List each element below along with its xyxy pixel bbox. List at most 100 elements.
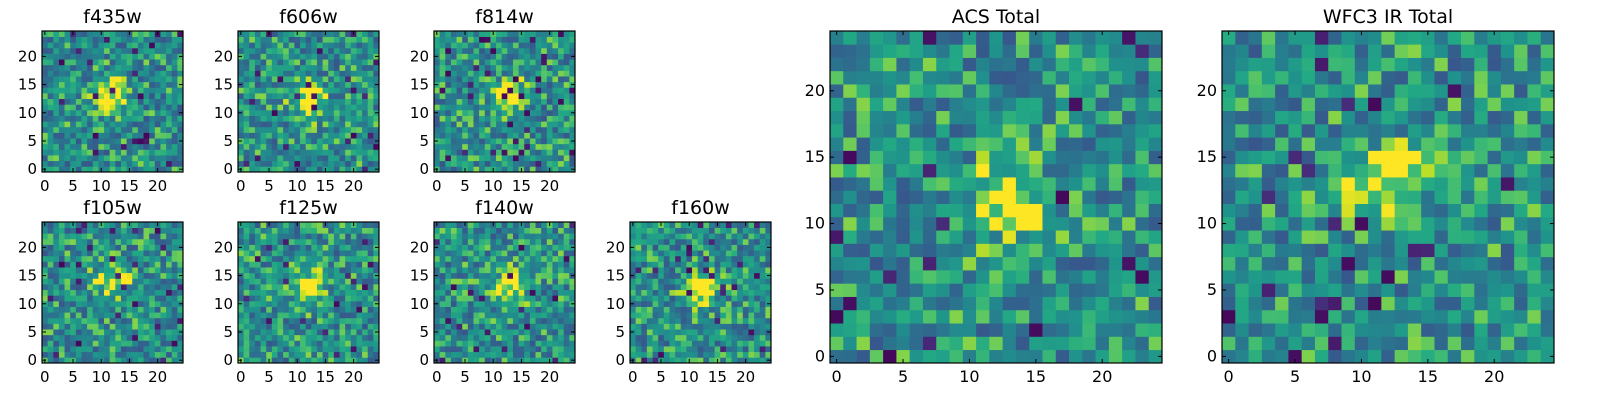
heatmap-cell bbox=[104, 53, 111, 60]
heatmap-cell bbox=[507, 329, 514, 336]
heatmap-cell bbox=[333, 272, 340, 279]
heatmap-cell bbox=[541, 155, 548, 162]
heatmap-cell bbox=[104, 126, 111, 133]
heatmap-cell bbox=[569, 284, 576, 291]
heatmap-cell bbox=[328, 81, 335, 88]
heatmap-cell bbox=[558, 295, 565, 302]
heatmap-cell bbox=[563, 300, 570, 307]
heatmap-cell bbox=[260, 323, 267, 330]
heatmap-cell bbox=[177, 306, 184, 313]
heatmap-cell bbox=[266, 238, 273, 245]
heatmap-cell bbox=[1069, 309, 1083, 324]
heatmap-cell bbox=[663, 244, 670, 251]
heatmap-cell bbox=[652, 334, 659, 341]
heatmap-cell bbox=[1122, 296, 1136, 311]
heatmap-cell bbox=[484, 334, 491, 341]
heatmap-cell bbox=[490, 323, 497, 330]
heatmap-cell bbox=[305, 121, 312, 128]
heatmap-cell bbox=[663, 300, 670, 307]
heatmap-cell bbox=[652, 323, 659, 330]
heatmap-cell bbox=[541, 238, 548, 245]
heatmap-cell bbox=[42, 59, 48, 66]
heatmap-cell bbox=[1029, 256, 1043, 271]
heatmap-cell bbox=[754, 357, 761, 364]
heatmap-cell bbox=[501, 81, 508, 88]
heatmap-cell bbox=[339, 306, 346, 313]
heatmap-cell bbox=[143, 261, 150, 268]
heatmap-cell bbox=[120, 317, 127, 324]
x-tick-label: 5 bbox=[68, 368, 78, 386]
heatmap-cell bbox=[271, 138, 278, 145]
heatmap-cell bbox=[1055, 190, 1070, 204]
heatmap-cell bbox=[450, 255, 457, 262]
heatmap-cell bbox=[137, 76, 144, 83]
heatmap-cell bbox=[473, 104, 480, 111]
heatmap-cell bbox=[328, 317, 335, 324]
heatmap-cell bbox=[714, 284, 721, 291]
heatmap-cell bbox=[104, 261, 111, 268]
heatmap-cell bbox=[720, 233, 727, 240]
heatmap-cell bbox=[249, 138, 256, 145]
heatmap-cell bbox=[328, 272, 335, 279]
heatmap-cell bbox=[177, 42, 184, 49]
heatmap-cell bbox=[109, 115, 116, 122]
heatmap-cell bbox=[243, 166, 250, 173]
y-tick-label: 20 bbox=[214, 238, 233, 256]
heatmap-cell bbox=[283, 272, 290, 279]
heatmap-cell bbox=[445, 323, 452, 330]
heatmap-cell bbox=[322, 340, 329, 347]
heatmap-cell bbox=[87, 155, 94, 162]
heatmap-cell bbox=[535, 64, 542, 71]
heatmap-cell bbox=[345, 312, 352, 319]
heatmap-cell bbox=[339, 93, 346, 100]
heatmap-cell bbox=[316, 346, 323, 353]
heatmap-cell bbox=[154, 284, 161, 291]
heatmap-cell bbox=[316, 81, 323, 88]
heatmap-cell bbox=[47, 340, 54, 347]
heatmap-cell bbox=[92, 47, 99, 54]
x-tick-label: 10 bbox=[92, 368, 111, 386]
heatmap-cell bbox=[1135, 216, 1150, 231]
heatmap-cell bbox=[87, 93, 94, 100]
heatmap-cell bbox=[641, 227, 648, 234]
heatmap-cell bbox=[1095, 323, 1110, 337]
heatmap-cell bbox=[333, 295, 340, 302]
heatmap-cell bbox=[126, 267, 133, 274]
heatmap-cell bbox=[754, 278, 761, 285]
heatmap-cell bbox=[501, 53, 508, 60]
heatmap-cell bbox=[725, 306, 732, 313]
heatmap-cell bbox=[137, 284, 144, 291]
heatmap-cell bbox=[546, 289, 553, 296]
heatmap-cell bbox=[328, 132, 335, 139]
heatmap-cell bbox=[635, 295, 642, 302]
heatmap-cell bbox=[75, 295, 82, 302]
heatmap-cell bbox=[333, 149, 340, 156]
heatmap-cell bbox=[294, 42, 301, 49]
heatmap-cell bbox=[507, 64, 514, 71]
heatmap-cell bbox=[70, 109, 77, 116]
heatmap-cell bbox=[962, 349, 977, 364]
heatmap-cell bbox=[311, 272, 318, 279]
heatmap-cell bbox=[87, 261, 94, 268]
heatmap-cell bbox=[663, 255, 670, 262]
heatmap-cell bbox=[731, 351, 738, 358]
heatmap-cell bbox=[305, 81, 312, 88]
heatmap-cell bbox=[120, 166, 127, 173]
heatmap-cell bbox=[703, 267, 710, 274]
heatmap-cell bbox=[439, 312, 446, 319]
heatmap-cell bbox=[109, 250, 116, 257]
heatmap-cell bbox=[462, 284, 469, 291]
heatmap-cell bbox=[64, 278, 71, 285]
heatmap-cell bbox=[569, 346, 576, 353]
heatmap-cell bbox=[104, 233, 111, 240]
heatmap-cell bbox=[266, 76, 273, 83]
heatmap-cell bbox=[759, 250, 766, 257]
heatmap-cell bbox=[316, 306, 323, 313]
heatmap-cell bbox=[692, 323, 699, 330]
heatmap-cell bbox=[641, 323, 648, 330]
heatmap-cell bbox=[249, 300, 256, 307]
heatmap-cell bbox=[703, 300, 710, 307]
heatmap-cell bbox=[362, 126, 369, 133]
heatmap-cell bbox=[132, 300, 139, 307]
heatmap-cell bbox=[283, 300, 290, 307]
